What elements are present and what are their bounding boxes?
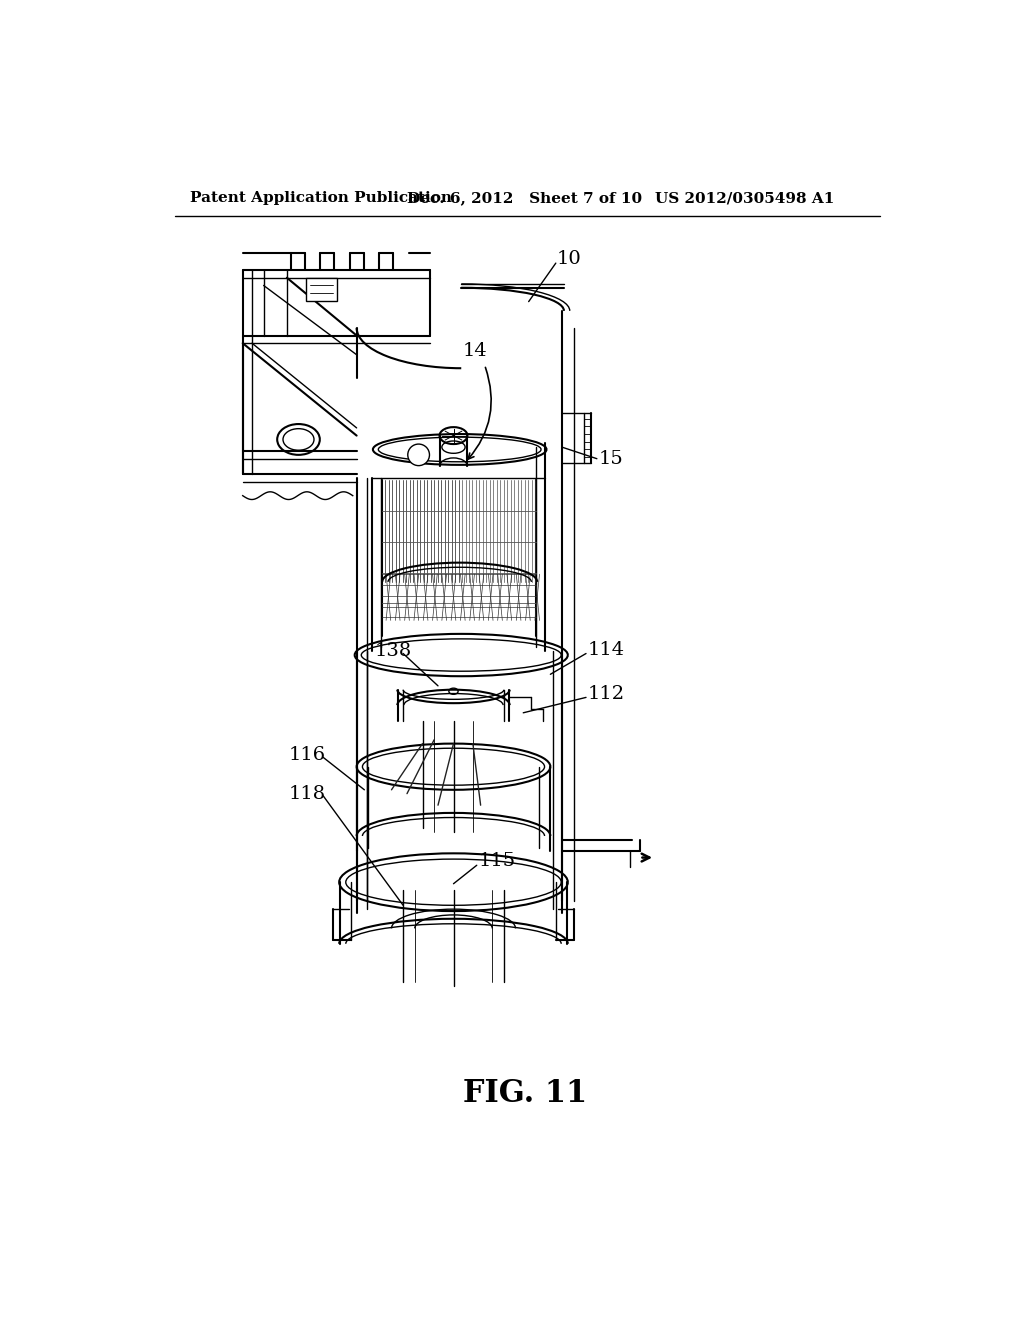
Text: US 2012/0305498 A1: US 2012/0305498 A1 [655, 191, 835, 206]
Text: 118: 118 [289, 784, 326, 803]
Text: 15: 15 [598, 450, 624, 467]
Text: 115: 115 [478, 851, 515, 870]
Text: 138: 138 [375, 643, 412, 660]
Text: 14: 14 [463, 342, 487, 360]
Text: Dec. 6, 2012   Sheet 7 of 10: Dec. 6, 2012 Sheet 7 of 10 [407, 191, 642, 206]
Text: 114: 114 [588, 640, 625, 659]
Text: 116: 116 [289, 746, 326, 764]
Text: FIG. 11: FIG. 11 [463, 1078, 587, 1109]
Polygon shape [306, 277, 337, 301]
Text: 112: 112 [588, 685, 625, 702]
Text: 10: 10 [557, 249, 582, 268]
Circle shape [408, 444, 429, 466]
Text: Patent Application Publication: Patent Application Publication [190, 191, 452, 206]
